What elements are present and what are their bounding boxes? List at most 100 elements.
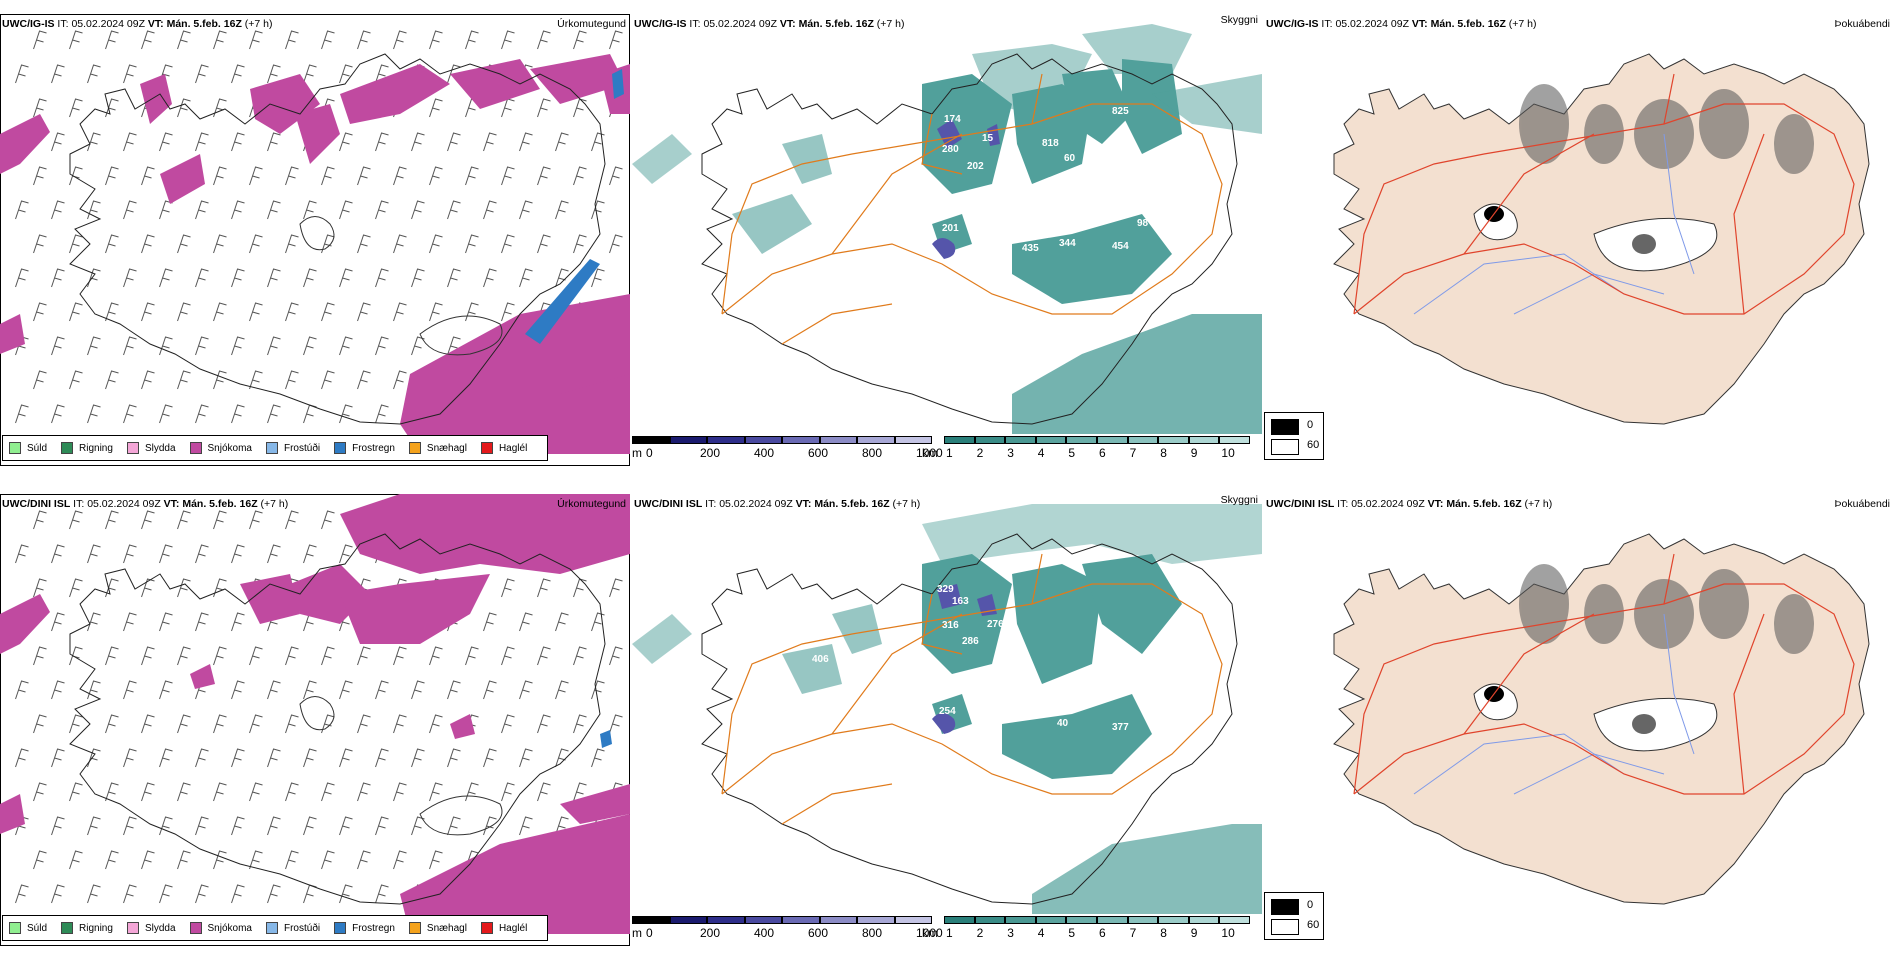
wind-barb bbox=[483, 816, 497, 836]
legend-item: Snjókoma bbox=[189, 922, 252, 934]
legend-item: Snæhagl bbox=[408, 922, 467, 934]
wind-barb bbox=[141, 850, 155, 870]
wind-barb bbox=[213, 370, 227, 390]
scale-tick-km: 1 bbox=[946, 446, 953, 460]
scale-block-km bbox=[1005, 916, 1036, 924]
value-label: 92 bbox=[895, 219, 907, 230]
param-label: Skyggni bbox=[1220, 494, 1258, 506]
scale-tick-km: 10 bbox=[1221, 926, 1235, 940]
value-label: 600 bbox=[894, 704, 911, 715]
wind-barb bbox=[51, 544, 65, 564]
wind-barb bbox=[87, 336, 101, 356]
wind-barb bbox=[303, 748, 317, 768]
wind-barb bbox=[465, 782, 479, 802]
legend-swatch bbox=[480, 922, 493, 934]
scale-tick-km: 9 bbox=[1190, 926, 1198, 940]
legend-item: Rigning bbox=[61, 442, 113, 454]
wind-barb bbox=[69, 578, 83, 598]
wind-barb bbox=[123, 200, 137, 220]
wind-barb bbox=[285, 234, 299, 254]
freezing-rain-areas bbox=[600, 730, 612, 748]
fog-map-row2[interactable] bbox=[1264, 494, 1894, 914]
wind-barb bbox=[321, 510, 335, 530]
wind-barb bbox=[231, 132, 245, 152]
legend-swatch bbox=[265, 922, 278, 934]
wind-barb bbox=[213, 782, 227, 802]
wind-barb bbox=[33, 234, 47, 254]
legend-swatch bbox=[408, 922, 421, 934]
visibility-map-row2[interactable]: 329 163 316 276 286 406 600 254 40 377 bbox=[632, 494, 1262, 914]
panel-header: UWC/DINI ISL IT: 05.02.2024 09Z VT: Mán.… bbox=[2, 498, 289, 510]
value-label: 406 bbox=[812, 654, 829, 665]
wind-barb bbox=[591, 200, 605, 220]
wind-barb bbox=[609, 30, 623, 50]
wind-barb bbox=[321, 166, 335, 186]
wind-barb bbox=[537, 234, 551, 254]
visibility-values: 329 163 316 276 286 406 600 254 40 377 bbox=[812, 584, 1129, 733]
wind-barb bbox=[285, 714, 299, 734]
scale-tick-m: 600 bbox=[808, 926, 829, 940]
wind-barb bbox=[177, 98, 191, 118]
wind-barb bbox=[357, 782, 371, 802]
wind-barb bbox=[483, 748, 497, 768]
scale-tick-km: 6 bbox=[1099, 926, 1106, 940]
wind-barb bbox=[105, 578, 119, 598]
wind-barb bbox=[393, 166, 407, 186]
scale-tick-m: 600 bbox=[808, 446, 829, 460]
wind-barb bbox=[51, 404, 65, 424]
scale-block-m bbox=[857, 916, 895, 924]
wind-barb bbox=[357, 166, 371, 186]
wind-barb bbox=[483, 680, 497, 700]
wind-barb bbox=[591, 748, 605, 768]
scale-block-km bbox=[1066, 436, 1097, 444]
scale-unit-m: m bbox=[632, 446, 642, 460]
visibility-panel-row2: 329 163 316 276 286 406 600 254 40 377 U… bbox=[632, 494, 1262, 954]
fog-map-row1[interactable] bbox=[1264, 14, 1894, 434]
precip-map-row1[interactable] bbox=[0, 14, 630, 466]
wind-barb bbox=[303, 680, 317, 700]
scale-tick-m: 0 bbox=[646, 446, 653, 460]
wind-barb bbox=[69, 98, 83, 118]
wind-barb bbox=[123, 816, 137, 836]
panel-header: UWC/IG-IS IT: 05.02.2024 09Z VT: Mán. 5.… bbox=[2, 18, 273, 30]
iceland-outline bbox=[69, 533, 606, 905]
scale-block-km bbox=[1158, 436, 1189, 444]
wind-barb bbox=[609, 646, 623, 666]
wind-barb bbox=[357, 30, 371, 50]
wind-barb bbox=[195, 612, 209, 632]
visibility-map-row1[interactable]: 174 15 280 202 818 60 825 92 201 98 435 … bbox=[632, 14, 1262, 434]
value-label: 435 bbox=[1022, 243, 1039, 254]
wind-barb bbox=[447, 268, 461, 288]
wind-barb bbox=[213, 302, 227, 322]
wind-barb bbox=[141, 302, 155, 322]
wind-barb bbox=[429, 850, 443, 870]
wind-barb bbox=[465, 166, 479, 186]
wind-barb bbox=[231, 268, 245, 288]
wind-barb bbox=[501, 714, 515, 734]
wind-barb bbox=[159, 404, 173, 424]
scale-tick-km: 4 bbox=[1037, 446, 1045, 460]
value-label: 163 bbox=[952, 596, 969, 607]
wind-barb bbox=[357, 714, 371, 734]
wind-barb bbox=[303, 404, 317, 424]
wind-barb bbox=[141, 510, 155, 530]
fog-panel-row1: UWC/IG-IS IT: 05.02.2024 09Z VT: Mán. 5.… bbox=[1264, 14, 1894, 474]
wind-barb bbox=[537, 646, 551, 666]
wind-barb bbox=[573, 98, 587, 118]
wind-barb bbox=[177, 850, 191, 870]
scale-block-km bbox=[1188, 916, 1220, 924]
wind-barb bbox=[429, 166, 443, 186]
wind-barb bbox=[105, 510, 119, 530]
wind-barb bbox=[123, 544, 137, 564]
scale-tick-m: 800 bbox=[862, 926, 883, 940]
scale-block-km bbox=[944, 916, 975, 924]
scale-block-m bbox=[632, 436, 670, 444]
wind-barb bbox=[357, 234, 371, 254]
precip-map-row2[interactable] bbox=[0, 494, 630, 946]
value-label: 377 bbox=[1112, 722, 1129, 733]
iceland-outline bbox=[701, 53, 1238, 425]
wind-barb bbox=[555, 132, 569, 152]
wind-barb bbox=[411, 748, 425, 768]
wind-barb bbox=[87, 816, 101, 836]
roads bbox=[1353, 73, 1855, 315]
